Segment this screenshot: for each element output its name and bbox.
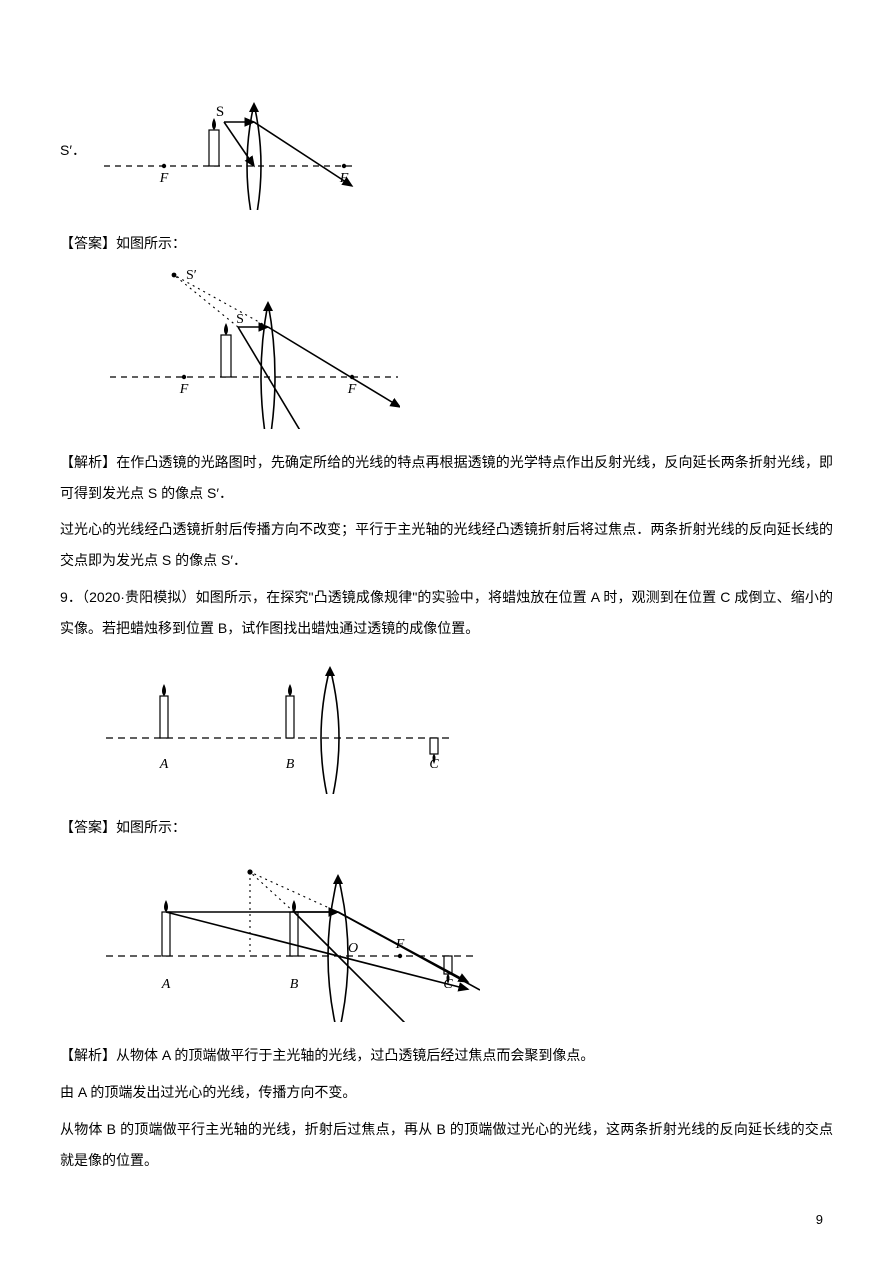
q8-explain-label: 【解析】 (60, 454, 116, 470)
page-number: 9 (60, 1206, 833, 1235)
q8-figure1: FFS (94, 90, 354, 210)
q8-explain-p1: 在作凸透镜的光路图时，先确定所给的光线的特点再根据透镜的光学特点作出反射光线，反… (60, 454, 833, 501)
svg-text:B: B (290, 977, 299, 992)
svg-text:S: S (236, 312, 244, 327)
q8-figure2-wrap: F F S S′ (100, 269, 833, 429)
svg-text:A: A (159, 757, 169, 772)
q9-answer-label: 【答案】如图所示： (60, 812, 833, 843)
svg-text:F: F (179, 382, 189, 397)
svg-text:S′: S′ (186, 269, 197, 283)
q8-prefix: S′． (60, 135, 86, 166)
q9-stem: 9．（2020·贵阳模拟）如图所示，在探究"凸透镜成像规律"的实验中，将蜡烛放在… (60, 582, 833, 644)
q9-figure2-wrap: ABCOF (100, 852, 833, 1022)
q8-explain-p2: 过光心的光线经凸透镜折射后传播方向不改变；平行于主光轴的光线经凸透镜折射后将过焦… (60, 514, 833, 576)
svg-text:O: O (348, 941, 358, 956)
q8-figure1-row: S′． FFS (60, 90, 833, 210)
q9-figure1-wrap: A B C (100, 654, 833, 794)
q8-figure2: F F S S′ (100, 269, 400, 429)
q9-figure1: A B C (100, 654, 460, 794)
svg-text:F: F (347, 382, 357, 397)
q9-explain-label: 【解析】 (60, 1047, 116, 1063)
svg-text:A: A (161, 977, 171, 992)
q9-figure2: ABCOF (100, 852, 480, 1022)
q9-explain-p3: 从物体 B 的顶端做平行主光轴的光线，折射后过焦点，再从 B 的顶端做过光心的光… (60, 1114, 833, 1176)
svg-text:B: B (286, 757, 295, 772)
q9-number: 9． (60, 589, 82, 605)
q8-explain: 【解析】在作凸透镜的光路图时，先确定所给的光线的特点再根据透镜的光学特点作出反射… (60, 447, 833, 509)
q8-answer-label: 【答案】如图所示： (60, 228, 833, 259)
q9-explain-p2: 由 A 的顶端发出过光心的光线，传播方向不变。 (60, 1077, 833, 1108)
svg-text:C: C (429, 757, 439, 772)
q9-explain-1: 【解析】从物体 A 的顶端做平行于主光轴的光线，过凸透镜后经过焦点而会聚到像点。 (60, 1040, 833, 1071)
q9-source: （2020·贵阳模拟） (82, 589, 196, 605)
svg-text:S: S (216, 104, 224, 120)
q9-explain-p1: 从物体 A 的顶端做平行于主光轴的光线，过凸透镜后经过焦点而会聚到像点。 (116, 1047, 594, 1063)
svg-text:F: F (159, 171, 169, 186)
